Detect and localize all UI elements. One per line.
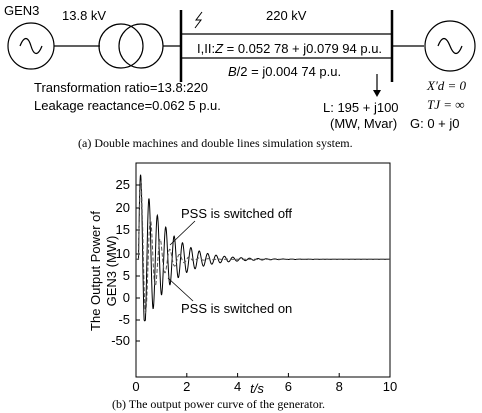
annotation-pss-off: PSS is switched off bbox=[181, 206, 292, 221]
x-tick-label: 4 bbox=[234, 379, 241, 394]
generator-label: GEN3 bbox=[4, 3, 39, 18]
infbus-tj-label: TJ = ∞ bbox=[427, 97, 465, 112]
x-axis-ticks: 0 2 4 6 8 10 bbox=[132, 373, 397, 394]
infinite-bus-symbol bbox=[424, 20, 476, 72]
y-tick-label: 15 bbox=[116, 222, 130, 237]
series-pss-on-line bbox=[136, 179, 390, 314]
power-chart: 25 20 15 10 5 0 -5 -50 0 2 4 6 8 10 The Output Power… bbox=[88, 162, 397, 411]
y-axis-ticks: 25 20 15 10 5 0 -5 -50 bbox=[111, 177, 140, 348]
y-axis-label-line1: The Output Power of bbox=[88, 211, 103, 331]
y-tick-label: 10 bbox=[116, 246, 130, 261]
y-axis-label-line2: GEN3 (MW) bbox=[104, 236, 119, 307]
load-label: L: 195 + j100 bbox=[323, 100, 399, 115]
generator-voltage-label: 13.8 kV bbox=[62, 8, 106, 23]
infbus-g-label: G: 0 + j0 bbox=[410, 116, 460, 131]
y-tick-label: -50 bbox=[111, 333, 130, 348]
annotation-pss-on-leader bbox=[167, 277, 194, 302]
x-tick-label: 0 bbox=[132, 379, 139, 394]
transformer-secondary-winding bbox=[118, 23, 164, 69]
system-diagram: GEN3 13.8 kV 220 kV I,II:Z = 0.052 78 + … bbox=[4, 3, 476, 150]
series-pss-off-line bbox=[136, 174, 390, 322]
leakage-reactance-label: Leakage reactance=0.062 5 p.u. bbox=[34, 98, 221, 113]
line-impedance-label: I,II:Z = 0.052 78 + j0.079 94 p.u. bbox=[197, 41, 382, 56]
x-tick-label: 6 bbox=[285, 379, 292, 394]
y-tick-label: 25 bbox=[116, 177, 130, 192]
x-tick-label: 2 bbox=[183, 379, 190, 394]
transformer-ratio-label: Transformation ratio=13.8:220 bbox=[34, 80, 208, 95]
infinite-bus-sine-icon bbox=[437, 37, 463, 55]
y-tick-label: 0 bbox=[123, 290, 130, 305]
bus-voltage-label: 220 kV bbox=[266, 8, 307, 23]
plot-frame bbox=[135, 162, 391, 378]
transformer-primary-winding bbox=[98, 23, 144, 69]
annotation-pss-on: PSS is switched on bbox=[181, 301, 292, 316]
y-tick-label: -5 bbox=[118, 312, 130, 327]
annotation-pss-off-leader bbox=[169, 220, 196, 246]
fault-lightning-icon bbox=[194, 11, 203, 29]
load-arrow-head bbox=[373, 90, 381, 97]
infbus-xd-label: X′d = 0 bbox=[426, 78, 467, 93]
series-layer bbox=[136, 174, 390, 322]
caption-a: (a) Double machines and double lines sim… bbox=[78, 136, 353, 150]
line-shunt-label: B/2 = j0.004 74 p.u. bbox=[228, 64, 341, 79]
caption-b: (b) The output power curve of the genera… bbox=[112, 397, 325, 411]
x-axis-label: t/s bbox=[250, 381, 264, 396]
y-tick-label: 5 bbox=[123, 268, 130, 283]
load-unit-label: (MW, Mvar) bbox=[330, 116, 397, 131]
x-tick-label: 10 bbox=[383, 379, 397, 394]
x-tick-label: 8 bbox=[336, 379, 343, 394]
y-tick-label: 20 bbox=[116, 200, 130, 215]
generator-sine-icon bbox=[19, 37, 43, 55]
